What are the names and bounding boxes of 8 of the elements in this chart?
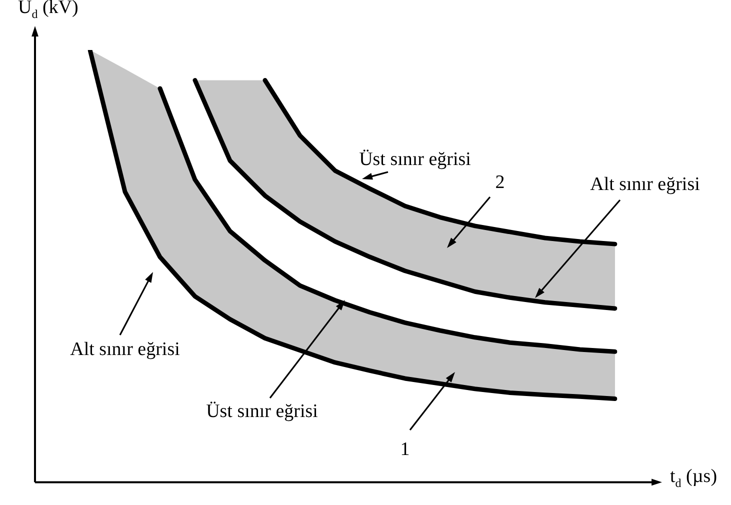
y-axis-title: U$_{d}$ (kV): [18, 0, 78, 22]
x-axis-title: t$_{d}$ (µs): [670, 466, 718, 491]
annotation: 1: [400, 438, 410, 460]
annotation: Alt sınır eğrisi: [70, 338, 180, 360]
annotation: Üst sınır eğrisi: [206, 400, 318, 422]
annotation: Alt sınır eğrisi: [590, 174, 700, 195]
annotation: 2: [495, 172, 505, 193]
annotation: Üst sınır eğrisi: [359, 148, 471, 170]
